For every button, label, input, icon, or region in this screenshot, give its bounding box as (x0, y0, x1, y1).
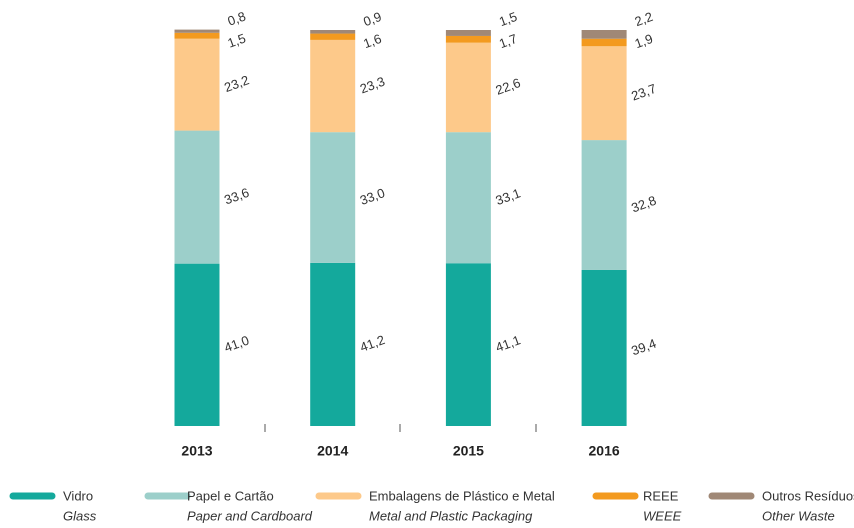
x-tick-label: 2016 (589, 443, 620, 459)
data-label: 1,5 (497, 9, 519, 29)
data-label: 23,3 (358, 74, 387, 97)
data-label: 41,2 (358, 332, 387, 355)
x-tick-label: 2014 (317, 443, 348, 459)
data-label: 1,6 (361, 31, 383, 51)
data-label: 2,2 (633, 9, 655, 29)
data-label: 1,7 (497, 31, 519, 51)
legend-label: Embalagens de Plástico e Metal (369, 488, 555, 503)
legend-label: Vidro (63, 488, 93, 503)
legend-label-en: Metal and Plastic Packaging (369, 508, 533, 523)
bar-segment (445, 263, 491, 426)
data-label: 22,6 (494, 75, 523, 98)
bar-segment (174, 32, 220, 39)
legend-label-en: Other Waste (762, 508, 835, 523)
legend-label: Outros Resíduos (762, 488, 854, 503)
bar-segment (310, 33, 356, 40)
bar-segment (310, 30, 356, 34)
data-label: 32,8 (629, 193, 658, 216)
bar-segment (174, 263, 220, 426)
legend-label: REEE (643, 488, 679, 503)
bar-segment (445, 42, 491, 133)
legend-label-en: Glass (63, 508, 97, 523)
bar-segment (174, 130, 220, 264)
data-label: 1,9 (633, 31, 655, 51)
legend-label-en: WEEE (643, 508, 682, 523)
bar-segment (445, 30, 491, 36)
data-label: 1,5 (226, 30, 248, 50)
bar-segment (581, 46, 627, 141)
data-label: 39,4 (629, 336, 658, 359)
data-label: 0,9 (361, 9, 383, 29)
data-label: 33,1 (494, 185, 523, 208)
bar-segment (581, 269, 627, 426)
bar-segment (581, 30, 627, 39)
bar-segment (581, 140, 627, 270)
bar-segment (310, 39, 356, 133)
data-label: 41,0 (222, 332, 251, 355)
data-label: 0,8 (226, 8, 248, 28)
bar-segment (310, 262, 356, 426)
bar-segment (445, 35, 491, 43)
data-label: 33,6 (222, 185, 251, 208)
separators (264, 424, 537, 432)
legend-label: Papel e Cartão (187, 488, 274, 503)
bar-segment (174, 29, 220, 33)
data-label: 23,7 (629, 81, 658, 104)
bar-segment (310, 132, 356, 263)
bar-segment (174, 38, 220, 131)
bar-segment (581, 38, 627, 47)
data-label: 33,0 (358, 185, 387, 208)
data-label: 23,2 (222, 72, 251, 95)
x-tick-label: 2015 (453, 443, 484, 459)
bar-segment (445, 132, 491, 264)
x-tick-label: 2013 (181, 443, 212, 459)
data-label: 41,1 (494, 332, 523, 355)
legend-label-en: Paper and Cardboard (187, 508, 313, 523)
